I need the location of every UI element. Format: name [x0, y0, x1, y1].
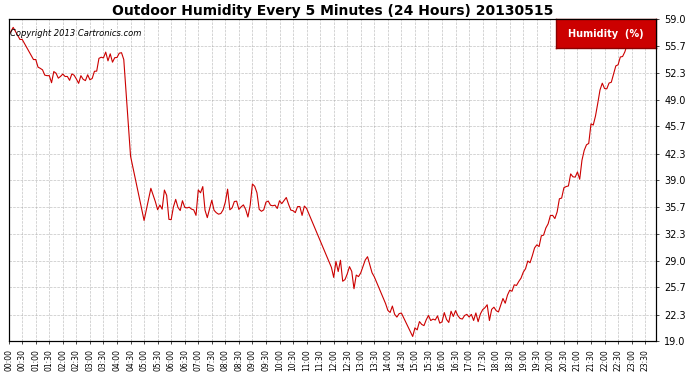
Text: Copyright 2013 Cartronics.com: Copyright 2013 Cartronics.com: [10, 29, 141, 38]
Title: Outdoor Humidity Every 5 Minutes (24 Hours) 20130515: Outdoor Humidity Every 5 Minutes (24 Hou…: [112, 4, 553, 18]
